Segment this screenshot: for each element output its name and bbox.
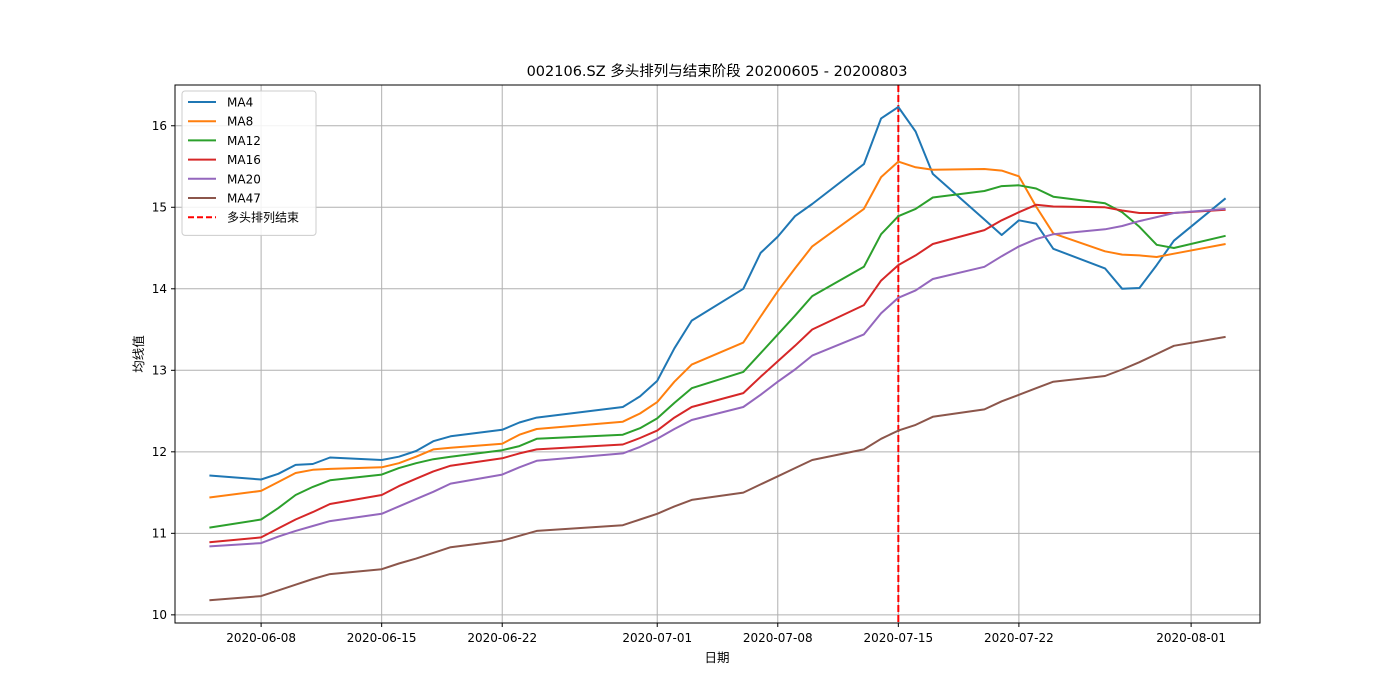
y-axis-label: 均线值 xyxy=(131,335,146,373)
series-line-ma8 xyxy=(209,160,1226,499)
chart-title: 002106.SZ 多头排列与结束阶段 20200605 - 20200803 xyxy=(527,63,908,80)
y-tick-label: 10 xyxy=(152,608,167,622)
plot-frame xyxy=(174,84,1261,624)
y-tick-label: 16 xyxy=(152,119,167,133)
legend-label: MA16 xyxy=(227,153,261,167)
y-tick-label: 13 xyxy=(152,363,167,377)
legend-item-ma47: MA47 xyxy=(188,192,261,206)
legend-label: MA8 xyxy=(227,115,253,129)
legend-box xyxy=(181,90,317,236)
series-line-ma16 xyxy=(209,203,1226,544)
y-axis: 10 11 12 13 14 15 16 xyxy=(152,119,175,622)
x-axis: 2020-06-08 2020-06-15 2020-06-22 2020-07-01… xyxy=(226,623,1226,645)
y-tick-label: 12 xyxy=(152,445,167,459)
x-tick-label: 2020-07-22 xyxy=(984,631,1054,645)
y-tick-label: 14 xyxy=(152,282,167,296)
grid-lines xyxy=(175,85,1260,623)
legend-label: MA12 xyxy=(227,134,261,148)
legend-item-end-marker: 多头排列结束 xyxy=(188,211,299,225)
legend-item-ma12: MA12 xyxy=(188,134,261,148)
x-tick-label: 2020-07-01 xyxy=(622,631,692,645)
y-tick-label: 15 xyxy=(152,200,167,214)
series-lines xyxy=(209,106,1227,602)
series-line-ma20 xyxy=(209,207,1226,548)
x-tick-label: 2020-07-08 xyxy=(743,631,813,645)
x-tick-label: 2020-07-15 xyxy=(863,631,933,645)
legend-label: MA4 xyxy=(227,96,253,110)
y-tick-label: 11 xyxy=(152,526,167,540)
series-line-ma47 xyxy=(209,335,1226,602)
series-line-ma12 xyxy=(209,184,1226,529)
legend-label: MA20 xyxy=(227,172,261,186)
legend-item-ma16: MA16 xyxy=(188,153,261,167)
x-tick-label: 2020-06-15 xyxy=(347,631,417,645)
x-tick-label: 2020-06-22 xyxy=(467,631,537,645)
legend-label: MA47 xyxy=(227,192,261,206)
legend: MA4 MA8 MA12 MA16 MA20 MA47 多头排列结束 xyxy=(181,90,317,236)
x-tick-label: 2020-06-08 xyxy=(226,631,296,645)
legend-item-ma4: MA4 xyxy=(188,96,253,110)
x-tick-label: 2020-08-01 xyxy=(1156,631,1226,645)
legend-item-ma20: MA20 xyxy=(188,172,261,186)
x-axis-label: 日期 xyxy=(704,650,729,665)
legend-item-ma8: MA8 xyxy=(188,115,253,129)
legend-label: 多头排列结束 xyxy=(227,211,299,225)
